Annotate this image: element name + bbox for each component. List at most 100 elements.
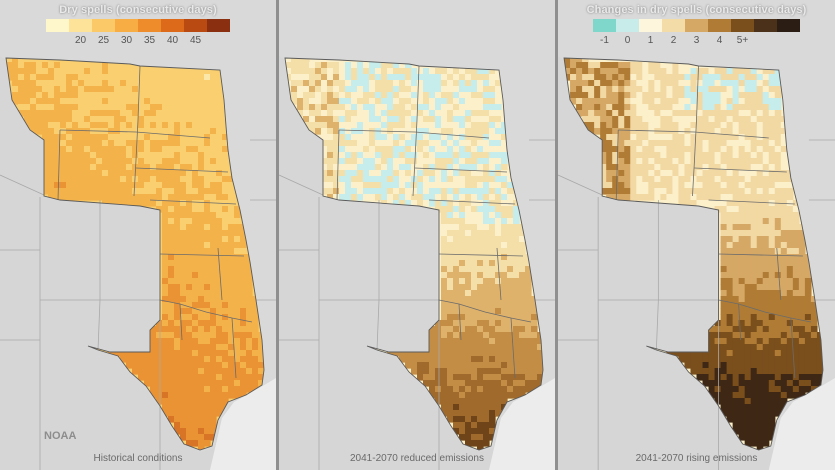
legend-tick	[207, 35, 230, 46]
state-border	[414, 167, 508, 173]
state-border	[336, 129, 340, 201]
legend-ticks: 20 25 30 35 40 45	[0, 35, 276, 46]
legend-swatches	[0, 19, 276, 32]
state-border	[618, 129, 769, 139]
outer-state-border	[376, 299, 380, 351]
legend-swatch	[593, 19, 616, 32]
legend-tick: 0	[624, 35, 631, 46]
legend-swatch	[69, 19, 92, 32]
state-border	[217, 247, 223, 301]
state-border	[179, 303, 183, 341]
state-border	[708, 199, 795, 205]
legend-swatch	[731, 19, 754, 32]
legend-swatch	[777, 19, 800, 32]
state-border	[412, 65, 420, 197]
state-border	[57, 129, 61, 201]
state-border	[133, 65, 141, 197]
legend-swatch	[138, 19, 161, 32]
legend-swatch	[161, 19, 184, 32]
state-border	[159, 299, 253, 323]
gulf-water	[768, 378, 835, 470]
rising-emissions-panel: Changes in dry spells (consecutive days)…	[558, 0, 835, 470]
state-border	[776, 247, 782, 301]
legend-swatch	[708, 19, 731, 32]
outer-state-border	[558, 174, 603, 196]
historical-map	[0, 56, 276, 470]
legend-tick: 35	[143, 35, 156, 46]
gulf-water	[489, 378, 555, 470]
legend-tick	[777, 35, 800, 46]
state-border	[718, 253, 803, 257]
panel-caption: 2041-2070 reduced emissions	[350, 453, 484, 464]
legend-swatch	[115, 19, 138, 32]
reduced-emissions-map	[279, 56, 555, 470]
legend-swatches	[558, 19, 835, 32]
state-border	[496, 247, 502, 301]
outer-state-border	[0, 174, 45, 196]
state-border	[135, 167, 229, 173]
state-border	[231, 317, 237, 379]
changes-legend: Changes in dry spells (consecutive days)…	[558, 4, 835, 46]
legend-swatch	[207, 19, 230, 32]
state-border	[338, 129, 490, 139]
surrounding-land	[558, 56, 835, 470]
surrounding-land	[0, 56, 276, 470]
legend-swatch	[662, 19, 685, 32]
state-border	[692, 65, 699, 197]
reduced-emissions-panel: 2041-2070 reduced emissions	[279, 0, 555, 470]
surrounding-land	[279, 56, 555, 470]
legend-tick: 3	[693, 35, 700, 46]
gulf-water	[210, 378, 276, 470]
state-border	[438, 253, 524, 257]
state-border	[438, 299, 532, 323]
state-border	[615, 129, 619, 201]
legend-tick: 30	[120, 35, 133, 46]
noaa-logo: NOAA	[44, 430, 77, 442]
region-outline	[563, 57, 824, 451]
legend-swatch	[46, 19, 69, 32]
historical-panel: Dry spells (consecutive days) 20 25 30 35 40…	[0, 0, 276, 470]
state-border	[458, 303, 462, 341]
state-border	[510, 317, 516, 379]
state-border	[428, 199, 516, 205]
state-border	[694, 167, 787, 173]
legend-tick: 20	[74, 35, 87, 46]
legend-swatch	[639, 19, 662, 32]
outer-state-border	[279, 174, 324, 196]
legend-title: Dry spells (consecutive days)	[59, 4, 217, 16]
legend-tick: 2	[670, 35, 677, 46]
panel-caption: Historical conditions	[93, 453, 183, 464]
panel-caption: 2041-2070 rising emissions	[635, 453, 758, 464]
dry-spells-legend: Dry spells (consecutive days) 20 25 30 35 40…	[0, 4, 276, 46]
legend-swatch	[616, 19, 639, 32]
dry-spell-field	[6, 58, 264, 450]
state-border	[738, 303, 742, 341]
region-outline	[5, 57, 265, 451]
legend-title: Changes in dry spells (consecutive days)	[586, 4, 807, 16]
state-border	[790, 317, 796, 379]
outer-state-border	[655, 299, 659, 351]
legend-tick	[754, 35, 777, 46]
legend-swatch	[184, 19, 207, 32]
outer-state-border	[97, 299, 101, 351]
rising-emissions-map	[558, 56, 835, 470]
legend-swatch	[754, 19, 777, 32]
region-outline	[284, 57, 544, 451]
legend-ticks: -1 0 1 2 3 4 5+	[558, 35, 835, 46]
legend-tick: 40	[166, 35, 179, 46]
legend-swatch	[685, 19, 708, 32]
state-border	[718, 299, 811, 323]
legend-tick: 25	[97, 35, 110, 46]
legend-tick: 45	[189, 35, 202, 46]
legend-swatch	[92, 19, 115, 32]
legend-tick: 5+	[736, 35, 749, 46]
legend-tick: -1	[600, 35, 609, 46]
state-border	[149, 199, 237, 205]
state-border	[59, 129, 211, 139]
legend-tick: 4	[716, 35, 723, 46]
state-border	[159, 253, 245, 257]
legend-tick	[46, 35, 69, 46]
dry-spell-field	[564, 58, 823, 450]
legend-tick: 1	[647, 35, 654, 46]
